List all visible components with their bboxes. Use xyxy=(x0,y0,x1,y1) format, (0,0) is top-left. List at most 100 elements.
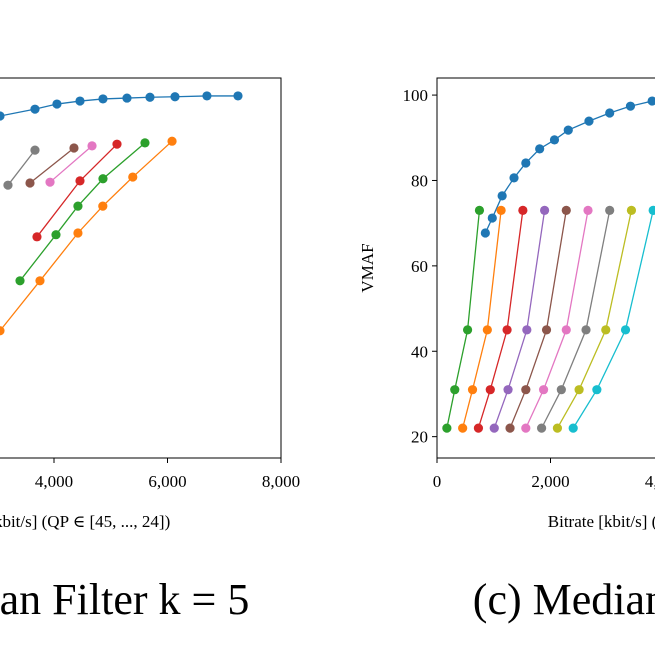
data-point xyxy=(521,423,531,433)
x-tick-label: 8,000 xyxy=(262,472,300,491)
data-point xyxy=(563,125,573,135)
data-point xyxy=(458,423,468,433)
data-point xyxy=(25,178,35,188)
series-line xyxy=(462,210,502,429)
data-point xyxy=(140,138,150,148)
data-point xyxy=(620,325,631,335)
data-point xyxy=(605,205,615,215)
data-point xyxy=(52,99,62,109)
series-line xyxy=(572,210,654,429)
data-point xyxy=(539,205,550,215)
x-tick-label: 6,000 xyxy=(148,472,186,491)
data-point xyxy=(496,205,506,215)
data-point xyxy=(69,143,79,153)
data-point xyxy=(535,144,545,154)
data-point xyxy=(549,135,560,145)
data-point xyxy=(521,385,531,395)
data-point xyxy=(497,191,507,201)
series-line xyxy=(525,210,589,429)
data-point xyxy=(592,385,602,395)
x-tick-label: 4,000 xyxy=(645,472,655,491)
data-point xyxy=(30,104,40,114)
data-point xyxy=(32,232,42,242)
data-point xyxy=(75,176,85,186)
data-point xyxy=(518,205,528,215)
data-point xyxy=(541,325,552,335)
x-tick-label: 2,000 xyxy=(531,472,569,491)
data-point xyxy=(474,205,485,215)
caption: (b) Mean Filter k = 5 xyxy=(0,575,249,624)
data-point xyxy=(648,205,655,215)
data-point xyxy=(536,423,547,433)
data-point xyxy=(167,136,177,146)
x-axis-label: Bitrate [kbit/s] (QP ∈ [45, ..., 24]) xyxy=(0,512,170,531)
series-line xyxy=(493,210,546,429)
data-point xyxy=(450,385,460,395)
data-point xyxy=(202,91,212,101)
data-point xyxy=(538,385,549,395)
y-axis-label: VMAF xyxy=(358,243,377,292)
series-line xyxy=(509,210,567,429)
data-point xyxy=(489,423,499,433)
x-tick-label: 0 xyxy=(433,472,442,491)
data-point xyxy=(3,180,13,190)
data-point xyxy=(552,423,563,433)
data-point xyxy=(625,101,636,111)
series-line xyxy=(556,210,633,429)
data-point xyxy=(128,172,138,182)
data-point xyxy=(75,96,85,106)
data-point xyxy=(605,108,615,118)
data-point xyxy=(45,177,55,187)
series-line xyxy=(49,145,93,183)
data-point xyxy=(521,158,531,168)
data-point xyxy=(98,201,108,211)
data-point xyxy=(502,325,512,335)
data-point xyxy=(583,205,593,215)
data-point xyxy=(170,92,180,102)
y-tick-label: 20 xyxy=(411,428,428,447)
x-tick-label: 4,000 xyxy=(35,472,73,491)
plot-frame xyxy=(436,77,655,459)
data-point xyxy=(0,326,5,336)
data-point xyxy=(487,213,497,223)
data-point xyxy=(581,325,591,335)
series-line xyxy=(0,95,238,117)
data-point xyxy=(467,385,478,395)
y-tick-label: 40 xyxy=(411,342,428,361)
data-point xyxy=(87,141,97,151)
data-point xyxy=(561,325,571,335)
data-point xyxy=(98,174,108,184)
x-axis-label: Bitrate [kbit/s] (QP ∈ [45, ..., 24]) xyxy=(548,512,655,531)
data-point xyxy=(30,145,40,155)
data-point xyxy=(505,423,515,433)
data-point xyxy=(473,423,484,433)
data-point xyxy=(574,385,584,395)
data-point xyxy=(35,276,45,286)
data-point xyxy=(112,139,122,149)
data-point xyxy=(556,385,566,395)
series-line xyxy=(29,147,75,184)
data-point xyxy=(480,228,490,238)
series-line xyxy=(541,210,611,429)
data-point xyxy=(0,111,5,121)
data-point xyxy=(647,96,655,106)
y-tick-label: 80 xyxy=(411,171,428,190)
data-point xyxy=(601,325,611,335)
data-point xyxy=(522,325,532,335)
series-line xyxy=(446,210,481,429)
data-point xyxy=(561,205,571,215)
data-point xyxy=(509,173,519,183)
data-point xyxy=(73,228,83,238)
data-point xyxy=(568,423,578,433)
data-point xyxy=(584,116,594,126)
data-point xyxy=(233,91,243,101)
y-tick-label: 60 xyxy=(411,257,428,276)
data-point xyxy=(626,205,637,215)
series-line xyxy=(477,210,524,429)
data-point xyxy=(462,325,473,335)
data-point xyxy=(73,201,83,211)
y-tick-label: 100 xyxy=(403,86,429,105)
caption: (c) Median Filter k = 5 xyxy=(473,575,655,624)
plot-frame xyxy=(0,77,282,459)
